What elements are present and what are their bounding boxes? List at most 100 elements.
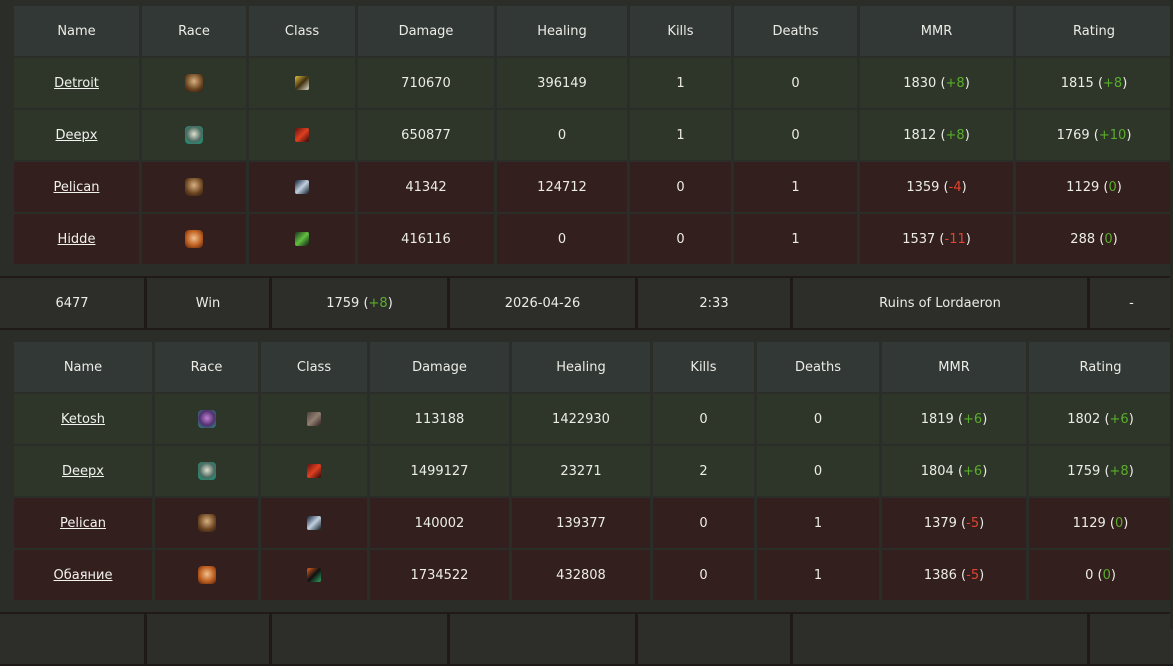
cell-deaths: 0 xyxy=(757,394,879,444)
cell-damage: 41342 xyxy=(358,162,494,212)
night-elf-female-icon xyxy=(197,410,216,428)
cell-mmr: 1537 (-11) xyxy=(860,214,1013,264)
player-name-link[interactable]: Ketosh xyxy=(61,411,105,427)
column-header-race[interactable]: Race xyxy=(142,6,246,56)
cell-deaths: 1 xyxy=(757,550,879,600)
diff-value: 0 xyxy=(1102,567,1111,583)
paladin-icon xyxy=(295,76,309,90)
player-name-link[interactable]: Hidde xyxy=(57,231,96,247)
cell-healing: 396149 xyxy=(497,58,627,108)
column-header-healing[interactable]: Healing xyxy=(497,6,627,56)
match-date: 2026-04-26 xyxy=(450,278,638,328)
table-row: Hidde 416116 0 0 1 1537 (-11) 288 (0) xyxy=(14,214,1172,264)
value: 1129 xyxy=(1072,515,1106,531)
summary-cell xyxy=(793,614,1090,664)
cell-class xyxy=(261,498,367,548)
diff-value: +8 xyxy=(1109,463,1129,479)
column-header-race[interactable]: Race xyxy=(155,342,258,392)
player-name-link[interactable]: Deepx xyxy=(55,127,98,143)
cell-deaths: 0 xyxy=(757,446,879,496)
cell-name: Deepx xyxy=(14,446,152,496)
cell-name: Обаяние xyxy=(14,550,152,600)
match-map: Ruins of Lordaeron xyxy=(793,278,1090,328)
cell-kills: 0 xyxy=(630,162,731,212)
diff-value: -4 xyxy=(948,179,962,195)
value: 1386 xyxy=(923,567,957,583)
druid-icon xyxy=(307,412,321,426)
cell-healing: 432808 xyxy=(512,550,650,600)
human-female-icon xyxy=(197,566,216,584)
rogue-icon xyxy=(307,516,321,530)
player-name-link[interactable]: Detroit xyxy=(54,75,99,91)
summary-cell xyxy=(1090,614,1173,664)
column-header-mmr[interactable]: MMR xyxy=(882,342,1026,392)
cell-kills: 1 xyxy=(630,58,731,108)
cell-kills: 0 xyxy=(653,498,754,548)
table-row: Обаяние 1734522 432808 0 1 1386 (-5) 0 (0) xyxy=(14,550,1172,600)
cell-healing: 139377 xyxy=(512,498,650,548)
cell-healing: 23271 xyxy=(512,446,650,496)
cell-kills: 1 xyxy=(630,110,731,160)
cell-mmr: 1812 (+8) xyxy=(860,110,1013,160)
column-header-deaths[interactable]: Deaths xyxy=(757,342,879,392)
cell-race xyxy=(142,162,246,212)
column-header-rating[interactable]: Rating xyxy=(1016,6,1172,56)
value: 288 xyxy=(1070,231,1096,247)
value: 1812 xyxy=(903,127,937,143)
diff-value: +6 xyxy=(963,463,983,479)
cell-class xyxy=(261,550,367,600)
column-header-damage[interactable]: Damage xyxy=(370,342,509,392)
value: 0 xyxy=(1085,567,1094,583)
column-header-name[interactable]: Name xyxy=(14,6,139,56)
cell-name: Ketosh xyxy=(14,394,152,444)
player-name-link[interactable]: Pelican xyxy=(53,179,100,195)
diff-value: +6 xyxy=(963,411,983,427)
column-header-mmr[interactable]: MMR xyxy=(860,6,1013,56)
cell-race xyxy=(155,550,258,600)
column-header-class[interactable]: Class xyxy=(249,6,355,56)
cell-rating: 1769 (+10) xyxy=(1016,110,1172,160)
undead-icon xyxy=(197,462,216,480)
undead-icon xyxy=(185,126,203,144)
player-name-link[interactable]: Обаяние xyxy=(53,567,113,583)
table-header: Name Race Class Damage Healing Kills Deaths MMR… xyxy=(14,342,1172,392)
diff-value: +8 xyxy=(945,75,965,91)
cell-healing: 0 xyxy=(497,110,627,160)
value: 1379 xyxy=(923,515,957,531)
value: 1815 xyxy=(1060,75,1094,91)
diff-value: -5 xyxy=(966,515,980,531)
summary-cell xyxy=(147,614,272,664)
column-header-healing[interactable]: Healing xyxy=(512,342,650,392)
column-header-kills[interactable]: Kills xyxy=(630,6,731,56)
value: 1804 xyxy=(920,463,954,479)
column-header-rating[interactable]: Rating xyxy=(1029,342,1172,392)
cell-class xyxy=(249,214,355,264)
value: 1769 xyxy=(1056,127,1090,143)
column-header-kills[interactable]: Kills xyxy=(653,342,754,392)
diff-value: 0 xyxy=(1104,231,1113,247)
cell-kills: 0 xyxy=(653,394,754,444)
cell-race xyxy=(155,498,258,548)
player-name-link[interactable]: Deepx xyxy=(62,463,104,479)
cell-class xyxy=(261,394,367,444)
human-female-icon xyxy=(185,230,203,248)
cell-deaths: 0 xyxy=(734,110,857,160)
match-summary-row[interactable]: 6477 Win 1759 (+8) 2026-04-26 2:33 Ruins… xyxy=(0,276,1173,330)
match-duration: 2:33 xyxy=(638,278,793,328)
hunter-icon xyxy=(295,232,309,246)
cell-deaths: 1 xyxy=(734,214,857,264)
cell-healing: 1422930 xyxy=(512,394,650,444)
value: 1830 xyxy=(903,75,937,91)
column-header-deaths[interactable]: Deaths xyxy=(734,6,857,56)
player-name-link[interactable]: Pelican xyxy=(60,515,106,531)
cell-rating: 1815 (+8) xyxy=(1016,58,1172,108)
column-header-damage[interactable]: Damage xyxy=(358,6,494,56)
cell-race xyxy=(142,58,246,108)
scrollbar-edge xyxy=(1170,0,1173,629)
column-header-class[interactable]: Class xyxy=(261,342,367,392)
cell-kills: 0 xyxy=(630,214,731,264)
value: 1129 xyxy=(1066,179,1100,195)
match-summary-row-next[interactable] xyxy=(0,612,1173,666)
column-header-name[interactable]: Name xyxy=(14,342,152,392)
rating-value: 1759 xyxy=(326,295,360,311)
